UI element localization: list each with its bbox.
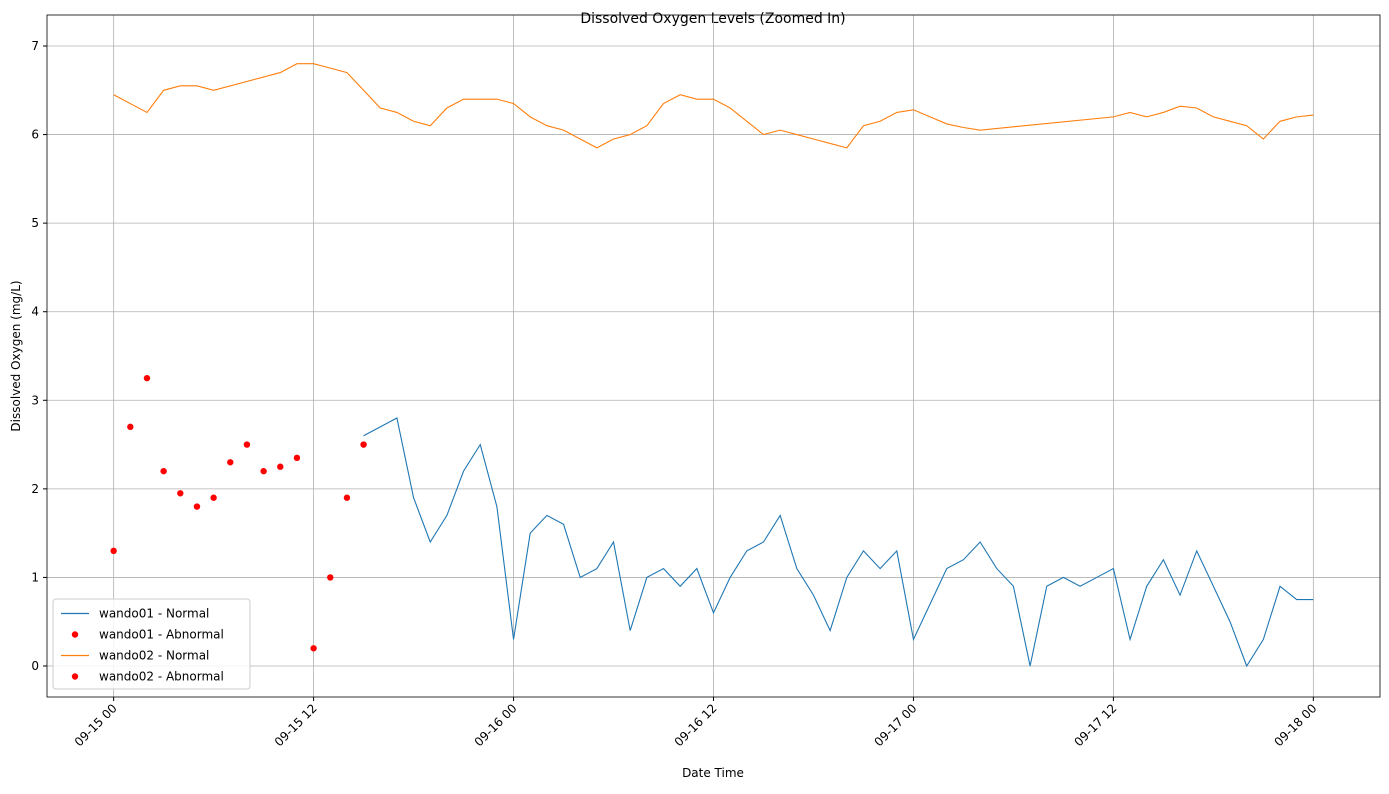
data-point: [227, 459, 234, 466]
data-point: [177, 490, 184, 497]
y-tick-label: 3: [31, 393, 39, 407]
legend: wando01 - Normal wando01 - Abnormal wando0…: [52, 598, 251, 690]
data-point: [193, 503, 201, 510]
y-tick-label: 1: [31, 570, 39, 584]
data-point: [210, 494, 217, 501]
y-tick-label: 4: [31, 305, 39, 319]
legend-label: wando02 - Abnormal: [99, 670, 224, 684]
plot-frame: [46, 14, 1381, 698]
data-point: [260, 467, 267, 475]
legend-label: wando01 - Abnormal: [99, 628, 224, 642]
legend-box: [52, 598, 251, 690]
data-point: [360, 441, 367, 448]
data-point: [310, 645, 317, 652]
data-point: [110, 547, 117, 555]
data-point: [143, 374, 151, 382]
chart-title: Dissolved Oxygen Levels (Zoomed In): [580, 11, 845, 27]
data-point: [277, 463, 284, 470]
y-axis-label: Dissolved Oxygen (mg/L): [9, 280, 23, 431]
x-axis-label: Date Time: [682, 766, 744, 780]
legend-swatch: [71, 631, 79, 638]
legend-label: wando01 - Normal: [99, 607, 209, 621]
data-point: [327, 574, 334, 581]
data-point: [343, 494, 351, 501]
data-point: [293, 454, 301, 462]
y-tick-label: 7: [31, 39, 39, 53]
y-tick-label: 0: [31, 659, 39, 673]
data-point: [160, 467, 167, 475]
data-line: [363, 417, 1314, 668]
y-tick-label: 6: [31, 128, 39, 142]
data-line: [113, 63, 1314, 149]
data-point: [243, 441, 251, 448]
data-point: [127, 423, 134, 431]
legend-swatch: [71, 673, 79, 680]
legend-label: wando02 - Normal: [99, 649, 209, 663]
y-tick-label: 5: [31, 216, 39, 230]
y-tick-label: 2: [31, 482, 39, 496]
